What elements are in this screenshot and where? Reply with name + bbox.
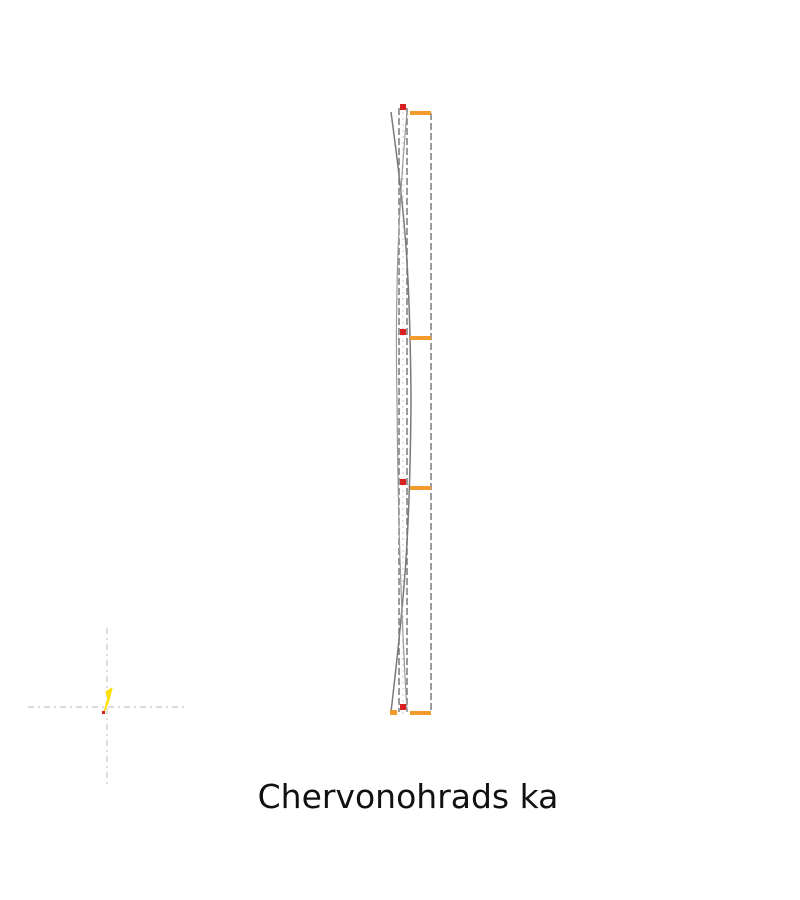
orange-marker-bottom-left <box>390 710 397 715</box>
red-node-bottom <box>400 704 406 710</box>
curve-track-b <box>395 111 408 713</box>
origin-marker <box>28 628 188 788</box>
orange-marker-middle <box>410 486 431 490</box>
orange-marker-upper <box>410 336 431 340</box>
curve-track-a <box>390 111 412 713</box>
track-structure <box>390 104 432 715</box>
red-node-upper <box>400 329 406 335</box>
orange-marker-top <box>410 111 431 115</box>
origin-yellow-pointer <box>103 687 113 713</box>
orange-marker-bottom <box>410 711 431 715</box>
red-node-top <box>400 104 406 110</box>
diagram-caption: Chervonohrads ka <box>258 777 559 816</box>
red-node-middle <box>400 479 406 485</box>
origin-red-dot <box>102 711 105 714</box>
